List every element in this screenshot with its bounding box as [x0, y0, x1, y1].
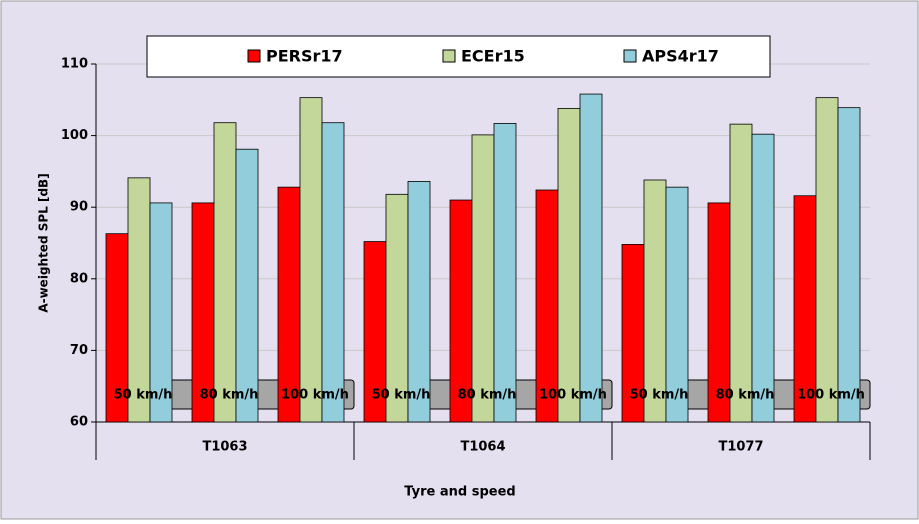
y-tick-label: 60 — [70, 415, 88, 430]
x-tick-label: 100 km/h — [539, 388, 607, 403]
bar — [235, 148, 259, 423]
legend-label: ECEr15 — [461, 47, 525, 66]
bar — [579, 93, 603, 423]
bar — [213, 122, 237, 423]
bar — [299, 97, 323, 423]
bar — [751, 133, 775, 423]
x-tick-label: 80 km/h — [458, 388, 517, 403]
bar — [837, 107, 861, 423]
x-tick-label: 50 km/h — [114, 388, 173, 403]
y-tick-label: 80 — [70, 271, 88, 286]
x-tick-label: 100 km/h — [281, 388, 349, 403]
bar — [127, 177, 151, 423]
y-tick-label: 90 — [70, 200, 88, 215]
bar — [321, 122, 345, 423]
group-label: T1063 — [202, 440, 247, 455]
legend-label: PERSr17 — [266, 47, 343, 66]
x-tick-label: 80 km/h — [716, 388, 775, 403]
bar — [493, 123, 517, 423]
legend-swatch — [247, 49, 261, 63]
bar — [729, 123, 753, 423]
bar — [407, 181, 431, 423]
legend-swatch — [623, 49, 637, 63]
y-axis-title: A-weighted SPL [dB] — [37, 173, 51, 312]
x-tick-label: 100 km/h — [797, 388, 865, 403]
x-tick-label: 80 km/h — [200, 388, 259, 403]
legend-label: APS4r17 — [642, 47, 719, 66]
y-tick-label: 70 — [70, 343, 88, 358]
bar — [471, 134, 495, 423]
bar — [643, 179, 667, 423]
group-label: T1064 — [460, 440, 505, 455]
group-label: T1077 — [718, 440, 763, 455]
x-tick-label: 50 km/h — [630, 388, 689, 403]
x-axis-title: Tyre and speed — [404, 485, 515, 500]
bar — [665, 186, 689, 423]
y-tick-label: 100 — [61, 128, 88, 143]
bar — [149, 202, 173, 423]
y-tick-label: 110 — [61, 57, 88, 72]
bar — [815, 97, 839, 423]
bar — [557, 107, 581, 423]
legend-swatch — [442, 49, 456, 63]
x-tick-label: 50 km/h — [372, 388, 431, 403]
